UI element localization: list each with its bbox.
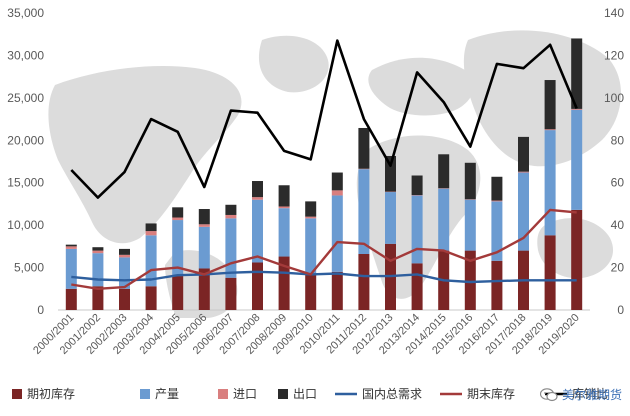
bar-segment-imports — [545, 129, 556, 130]
legend-swatch — [218, 389, 228, 399]
bar-segment-exports — [252, 181, 263, 197]
y-right-tick-label: 40 — [611, 218, 625, 232]
bar-segment-imports — [332, 190, 343, 195]
legend-label: 产量 — [155, 387, 179, 401]
bar-segment-imports — [92, 251, 103, 254]
y-right-tick-label: 120 — [604, 48, 624, 62]
y-left-tick-label: 10,000 — [7, 218, 44, 232]
bar-segment-exports — [465, 163, 476, 199]
bar-segment-opening-stock — [172, 276, 183, 310]
y-left-tick-label: 35,000 — [7, 6, 44, 20]
legend: 期初库存产量进口出口国内总需求期末库存库销比 — [12, 386, 608, 401]
y-left-tick-label: 30,000 — [7, 48, 44, 62]
bar-segment-imports — [518, 172, 529, 173]
bar-segment-imports — [146, 231, 157, 235]
bar-segment-opening-stock — [225, 278, 236, 310]
bar-segment-production — [385, 192, 396, 244]
bar-segment-exports — [279, 185, 290, 206]
map-continent-europe — [368, 58, 474, 116]
bar-segment-exports — [412, 176, 423, 196]
bar-segment-production — [92, 253, 103, 286]
y-right-tick-label: 60 — [611, 176, 625, 190]
bar-segment-exports — [119, 249, 130, 255]
bar-segment-opening-stock — [358, 254, 369, 310]
bar-segment-exports — [518, 137, 529, 172]
y-left-tick-label: 5,000 — [14, 261, 44, 275]
legend-swatch — [278, 389, 288, 399]
legend-label: 期末库存 — [467, 386, 515, 401]
legend-swatch — [140, 389, 150, 399]
bar-segment-imports — [172, 218, 183, 221]
bar-segment-exports — [332, 173, 343, 191]
bar-segment-production — [66, 249, 77, 289]
y-right-tick-label: 20 — [611, 261, 625, 275]
y-right-tick-label: 140 — [604, 6, 624, 20]
bar-segment-opening-stock — [491, 261, 502, 310]
bar-segment-production — [412, 195, 423, 263]
bar-segment-production — [545, 130, 556, 235]
bar-segment-production — [252, 200, 263, 263]
bar-segment-exports — [358, 128, 369, 169]
bar-segment-imports — [119, 255, 130, 258]
y-right-tick-label: 80 — [611, 133, 625, 147]
bar-segment-production — [279, 208, 290, 256]
bar-segment-exports — [225, 205, 236, 215]
bar-segment-opening-stock — [332, 272, 343, 310]
bar-segment-imports — [571, 109, 582, 110]
bar-segment-exports — [146, 223, 157, 231]
bar-segment-imports — [66, 246, 77, 249]
bar-segment-exports — [491, 177, 502, 201]
legend-swatch — [12, 389, 22, 399]
bar-segment-exports — [199, 209, 210, 224]
legend-label: 出口 — [293, 387, 317, 401]
bar-segment-opening-stock — [146, 286, 157, 310]
watermark-text: 美尔雅期货 — [562, 386, 622, 403]
bar-segment-production — [465, 200, 476, 251]
bar-segment-imports — [252, 197, 263, 200]
y-left-tick-label: 0 — [37, 303, 44, 317]
y-left-tick-label: 20,000 — [7, 133, 44, 147]
bar-segment-opening-stock — [412, 263, 423, 310]
bar-segment-exports — [92, 247, 103, 250]
bar-segment-exports — [66, 245, 77, 247]
map-continent-north-america — [48, 66, 241, 243]
legend-label: 进口 — [233, 387, 257, 401]
bar-segment-opening-stock — [305, 274, 316, 310]
y-right-tick-label: 0 — [617, 303, 624, 317]
bar-segment-imports — [491, 201, 502, 202]
bar-segment-imports — [225, 215, 236, 218]
bar-segment-production — [305, 218, 316, 273]
y-left-tick-label: 15,000 — [7, 176, 44, 190]
bar-segment-production — [332, 195, 343, 271]
legend-label: 国内总需求 — [362, 387, 422, 401]
bar-segment-opening-stock — [252, 262, 263, 310]
bar-segment-imports — [279, 206, 290, 208]
bar-segment-opening-stock — [545, 235, 556, 310]
legend-label: 期初库存 — [27, 386, 75, 401]
bar-segment-production — [358, 169, 369, 254]
bar-segment-exports — [305, 201, 316, 216]
bar-segment-exports — [545, 80, 556, 129]
y-left-tick-label: 25,000 — [7, 91, 44, 105]
bar-segment-production — [438, 189, 449, 251]
bar-segment-exports — [172, 207, 183, 217]
bar-segment-exports — [438, 154, 449, 188]
y-right-tick-label: 100 — [604, 91, 624, 105]
bar-segment-imports — [305, 217, 316, 219]
map-greenland — [259, 36, 329, 93]
bar-segment-production — [199, 227, 210, 269]
watermark: 美尔雅期货 — [540, 386, 622, 403]
bar-segment-production — [571, 110, 582, 210]
bar-segment-opening-stock — [119, 289, 130, 310]
wechat-icon — [540, 388, 558, 402]
bar-segment-production — [225, 218, 236, 277]
bar-segment-imports — [199, 224, 210, 227]
bar-segment-opening-stock — [571, 210, 582, 310]
bar-segment-opening-stock — [66, 289, 77, 310]
